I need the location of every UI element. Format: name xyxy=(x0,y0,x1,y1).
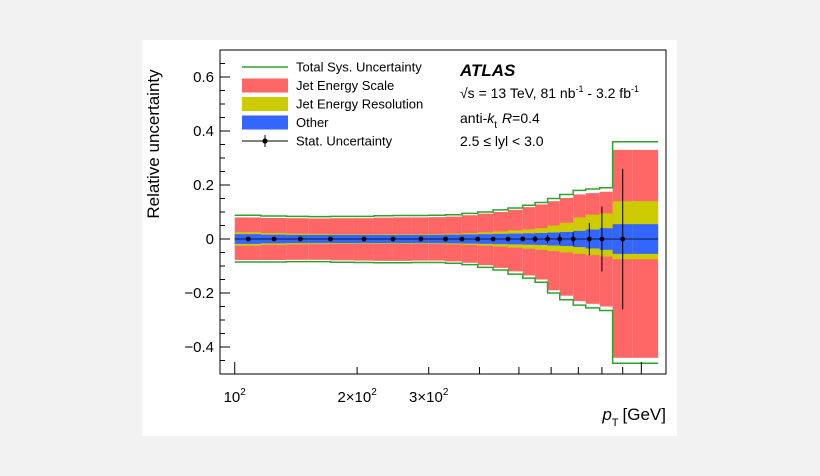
legend-entry: Jet Energy Resolution xyxy=(242,97,423,112)
axis-ticks xyxy=(220,49,642,375)
energy-mid: - 3.2 fb xyxy=(584,85,632,101)
energy-label: √s = 13 TeV, 81 nb-1 - 3.2 fb-1 xyxy=(460,84,639,101)
legend-label: Jet Energy Resolution xyxy=(296,97,423,112)
legend-entry: Other xyxy=(242,115,329,130)
x-tick-label: 102 xyxy=(224,387,247,406)
uncertainty-bands xyxy=(234,141,659,364)
x-tick-label: 2×102 xyxy=(337,387,377,406)
legend-entry: Jet Energy Scale xyxy=(242,78,394,93)
energy-sup2: -1 xyxy=(631,84,639,94)
legend-label: Total Sys. Uncertainty xyxy=(296,60,422,75)
y-axis-title: Relative uncertainty xyxy=(144,69,163,219)
x-axis-title-unit: [GeV] xyxy=(623,405,666,424)
x-axis-title: pT [GeV] xyxy=(601,405,666,429)
legend-label: Jet Energy Scale xyxy=(296,78,394,93)
legend-label: Stat. Uncertainty xyxy=(296,134,393,149)
algo-label: anti-kt R=0.4 xyxy=(460,110,540,131)
total-sys-up-line xyxy=(234,141,659,218)
legend-label: Other xyxy=(296,115,329,130)
y-tick-label: 0.6 xyxy=(193,69,214,86)
algo-k: k xyxy=(487,110,495,126)
y-tick-label: −0.2 xyxy=(184,285,214,302)
figure-canvas: 0.6 0.4 0.2 0 −0.2 −0.4 102 2×102 3×102 Relative… xyxy=(142,40,677,436)
algo-prefix: anti- xyxy=(460,110,488,126)
algo-r: R xyxy=(502,110,512,126)
legend: Total Sys. Uncertainty Jet Energy Scale Je… xyxy=(242,60,423,149)
atlas-label: ATLAS xyxy=(459,61,516,80)
y-tick-label: 0 xyxy=(206,231,214,248)
y-tick-label: −0.4 xyxy=(184,339,214,356)
chart-svg: 0.6 0.4 0.2 0 −0.2 −0.4 102 2×102 3×102 Relative… xyxy=(144,49,667,429)
x-axis-title-sub: T xyxy=(612,417,619,429)
algo-value: =0.4 xyxy=(512,110,540,126)
x-axis-title-p: p xyxy=(601,405,611,424)
x-tick-label: 3×102 xyxy=(409,387,449,406)
y-tick-label: 0.4 xyxy=(193,123,214,140)
y-tick-label: 0.2 xyxy=(193,177,214,194)
energy-prefix: √s = 13 TeV, 81 nb xyxy=(460,85,576,101)
rapidity-label: 2.5 ≤ lyl < 3.0 xyxy=(460,133,544,149)
legend-entry: Stat. Uncertainty xyxy=(242,134,393,149)
tick-labels: 0.6 0.4 0.2 0 −0.2 −0.4 102 2×102 3×102 xyxy=(184,69,448,406)
stat-points xyxy=(234,168,659,310)
total-sys-down-line xyxy=(234,260,659,364)
algo-t: t xyxy=(494,120,497,131)
legend-entry: Total Sys. Uncertainty xyxy=(242,60,422,75)
energy-sup1: -1 xyxy=(576,84,584,94)
